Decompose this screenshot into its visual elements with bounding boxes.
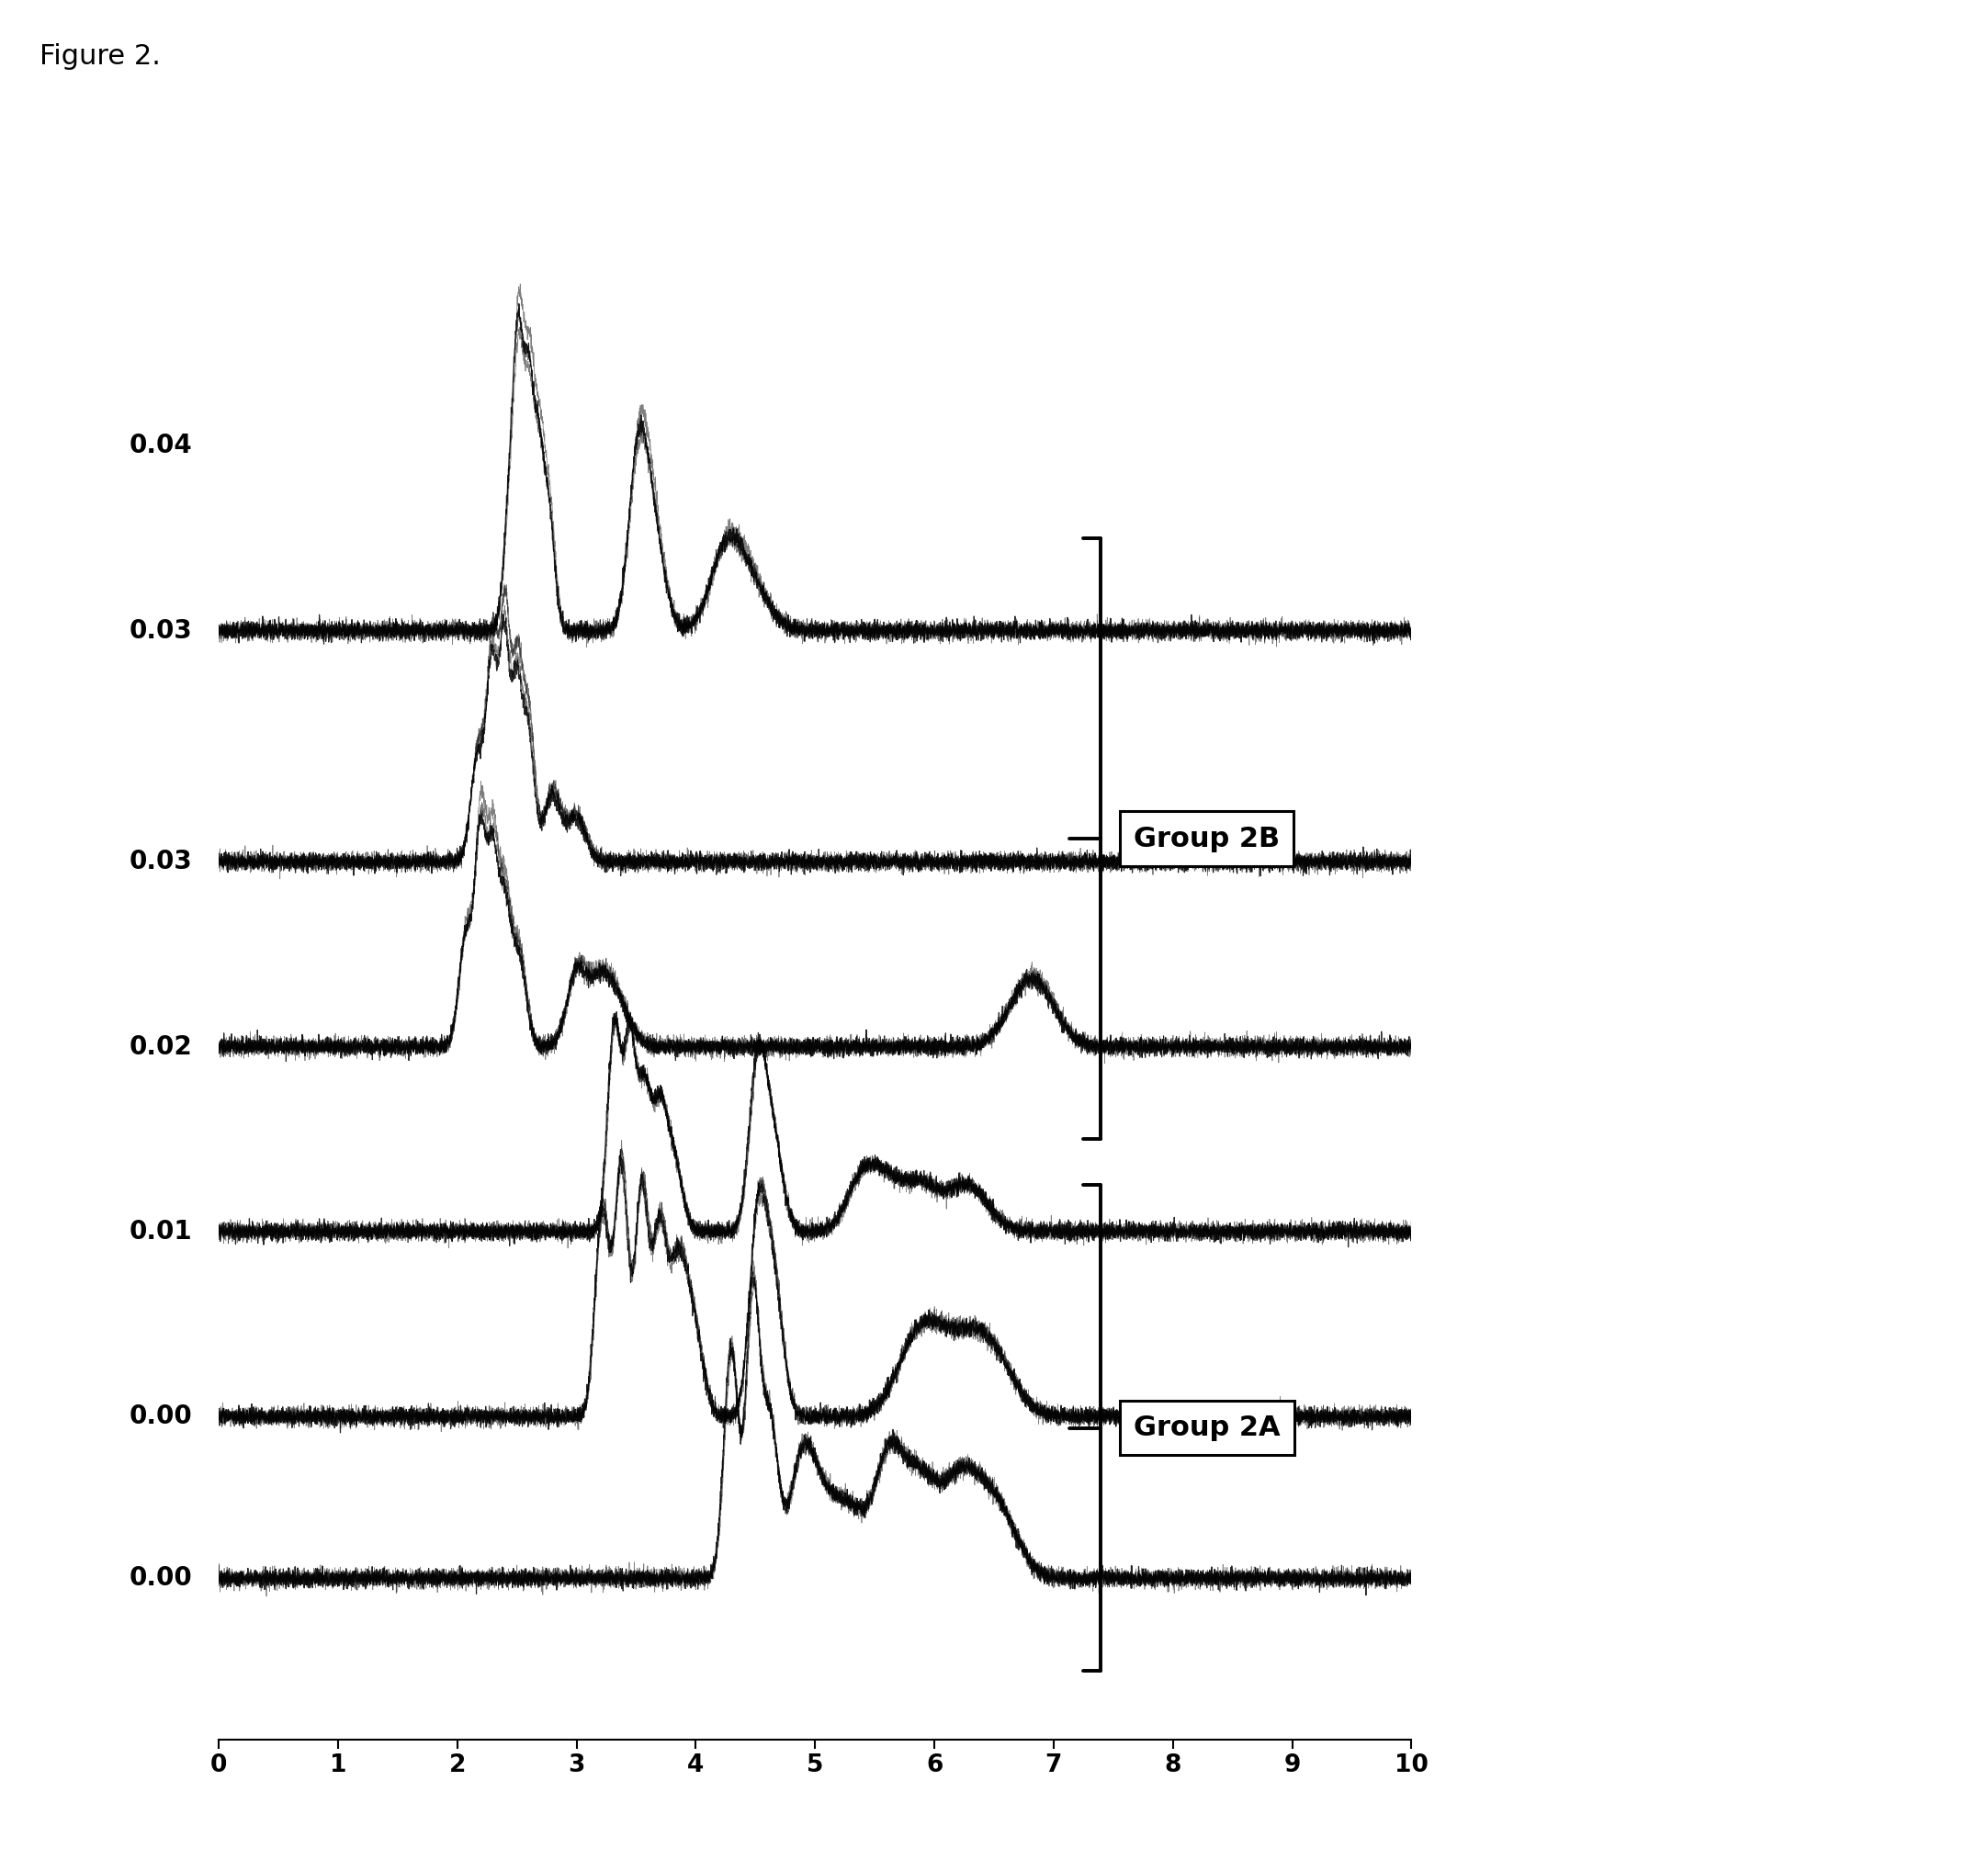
Text: 0.00: 0.00 xyxy=(129,1566,193,1590)
Text: 0.01: 0.01 xyxy=(129,1218,193,1244)
Text: Group 2B: Group 2B xyxy=(1133,825,1280,851)
Text: Figure 2.: Figure 2. xyxy=(40,43,161,69)
Text: 0.03: 0.03 xyxy=(129,849,193,874)
Text: 0.02: 0.02 xyxy=(129,1035,193,1059)
Text: Group 2A: Group 2A xyxy=(1133,1414,1280,1441)
Text: 0.04: 0.04 xyxy=(129,432,193,458)
Text: 0.00: 0.00 xyxy=(129,1403,193,1429)
Text: 0.03: 0.03 xyxy=(129,617,193,644)
